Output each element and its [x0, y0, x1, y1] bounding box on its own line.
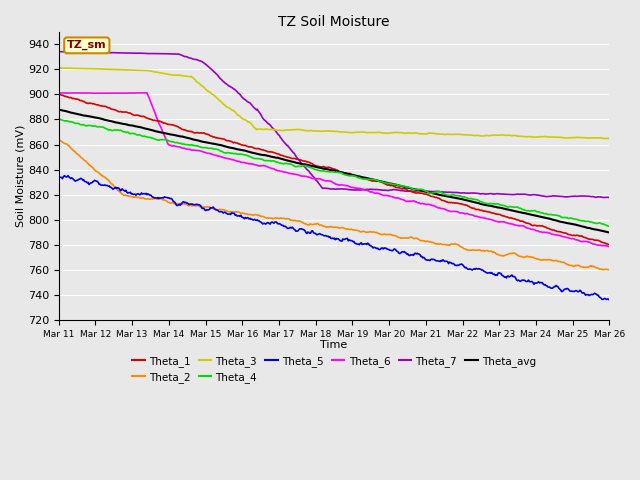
Theta_5	[605, 297, 613, 303]
Theta_3	[470, 132, 477, 138]
Line: Theta_3: Theta_3	[59, 68, 609, 139]
Theta_4	[304, 164, 312, 169]
Theta_3	[600, 136, 608, 142]
Theta_3	[152, 69, 160, 75]
Theta_5	[64, 173, 72, 179]
Theta_2	[380, 231, 387, 237]
Theta_2	[196, 204, 204, 210]
Theta_1	[470, 205, 477, 211]
Theta_5	[197, 204, 205, 210]
Theta_avg	[196, 138, 204, 144]
Theta_4	[422, 189, 430, 194]
Theta_5	[470, 266, 478, 272]
Theta_7	[152, 51, 160, 57]
Theta_4	[152, 137, 160, 143]
Theta_6	[470, 213, 478, 219]
Theta_2	[605, 267, 613, 273]
Theta_4	[605, 224, 613, 229]
Theta_1	[196, 130, 204, 136]
Theta_2	[152, 196, 160, 202]
X-axis label: Time: Time	[321, 340, 348, 350]
Theta_7	[304, 168, 312, 173]
Theta_avg	[304, 162, 312, 168]
Theta_avg	[152, 129, 160, 134]
Legend: Theta_1, Theta_2, Theta_3, Theta_4, Theta_5, Theta_6, Theta_7, Theta_avg: Theta_1, Theta_2, Theta_3, Theta_4, Thet…	[128, 352, 540, 387]
Title: TZ Soil Moisture: TZ Soil Moisture	[278, 15, 390, 29]
Line: Theta_avg: Theta_avg	[59, 109, 609, 232]
Line: Theta_1: Theta_1	[59, 94, 609, 245]
Theta_avg	[605, 229, 613, 235]
Theta_7	[422, 188, 430, 194]
Theta_7	[380, 187, 387, 193]
Line: Theta_2: Theta_2	[59, 139, 609, 270]
Line: Theta_4: Theta_4	[59, 119, 609, 227]
Theta_4	[380, 180, 387, 185]
Theta_6	[197, 148, 205, 154]
Theta_1	[55, 91, 63, 97]
Theta_1	[152, 118, 160, 123]
Theta_avg	[470, 199, 477, 205]
Theta_5	[55, 175, 63, 180]
Theta_6	[424, 201, 431, 207]
Line: Theta_5: Theta_5	[59, 176, 609, 300]
Theta_5	[305, 229, 312, 235]
Theta_1	[422, 191, 430, 197]
Theta_3	[196, 82, 204, 87]
Line: Theta_6: Theta_6	[59, 93, 609, 247]
Theta_4	[196, 144, 204, 150]
Theta_7	[470, 190, 477, 196]
Theta_6	[305, 174, 312, 180]
Theta_2	[470, 247, 477, 253]
Theta_4	[470, 196, 477, 202]
Theta_3	[380, 130, 387, 136]
Theta_3	[422, 131, 430, 137]
Theta_7	[605, 195, 613, 201]
Theta_avg	[55, 107, 63, 112]
Theta_6	[380, 192, 388, 198]
Theta_1	[605, 242, 613, 248]
Theta_4	[55, 116, 63, 122]
Theta_3	[55, 65, 63, 71]
Theta_3	[605, 135, 613, 141]
Theta_1	[380, 180, 387, 186]
Theta_avg	[380, 179, 387, 185]
Theta_6	[143, 90, 151, 96]
Theta_7	[196, 58, 204, 64]
Theta_2	[55, 136, 63, 142]
Theta_5	[380, 245, 388, 251]
Text: TZ_sm: TZ_sm	[67, 40, 107, 50]
Theta_2	[422, 239, 430, 244]
Theta_6	[153, 116, 161, 121]
Theta_2	[304, 222, 312, 228]
Y-axis label: Soil Moisture (mV): Soil Moisture (mV)	[15, 125, 25, 227]
Theta_5	[424, 257, 431, 263]
Theta_6	[605, 244, 613, 250]
Theta_avg	[422, 189, 430, 195]
Line: Theta_7: Theta_7	[59, 52, 609, 198]
Theta_1	[304, 159, 312, 165]
Theta_3	[304, 128, 312, 134]
Theta_7	[55, 49, 63, 55]
Theta_5	[153, 195, 161, 201]
Theta_6	[55, 90, 63, 96]
